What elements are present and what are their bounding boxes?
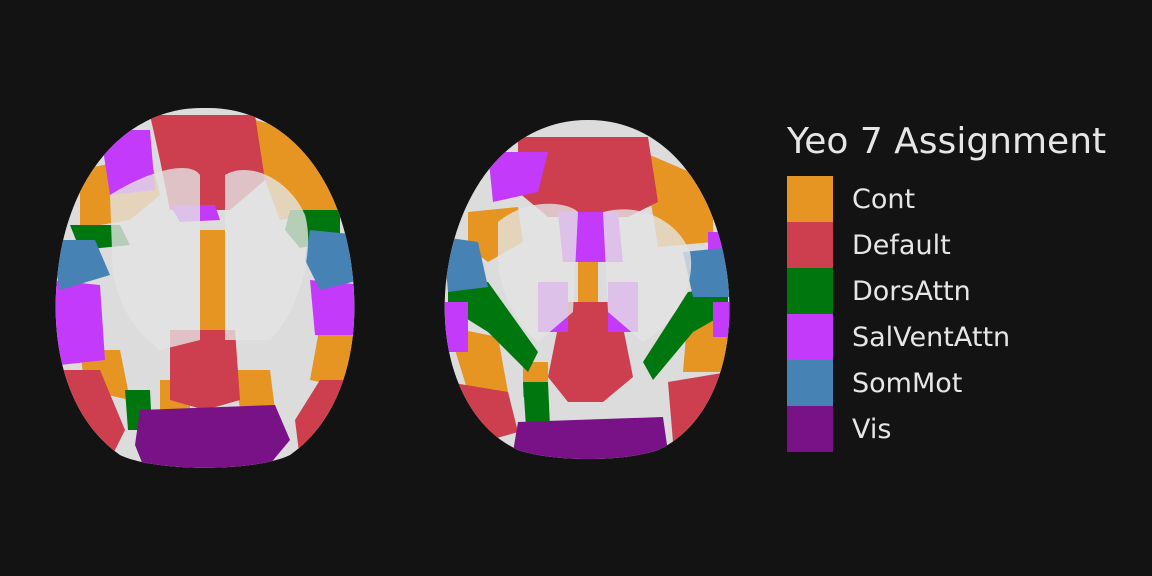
- region-salventattn: [444, 152, 730, 352]
- legend-swatch: [787, 360, 833, 406]
- legend-swatch: [787, 314, 833, 360]
- legend-swatch: [787, 406, 833, 452]
- legend-item-default: Default: [787, 222, 1106, 268]
- legend: Yeo 7 Assignment Cont Default DorsAttn S…: [787, 120, 1106, 452]
- legend-label: DorsAttn: [852, 275, 971, 307]
- legend-item-salventattn: SalVentAttn: [787, 314, 1106, 360]
- region-sommot: [444, 237, 730, 297]
- legend-label: Cont: [852, 183, 916, 215]
- legend-label: Vis: [852, 413, 892, 445]
- brain-slice-right: [444, 120, 730, 459]
- region-vis: [513, 417, 668, 459]
- white-matter-core-left: [110, 167, 200, 350]
- legend-item-vis: Vis: [787, 406, 1106, 452]
- white-matter-core-right: [225, 169, 309, 340]
- legend-title: Yeo 7 Assignment: [787, 121, 1107, 162]
- legend-item-sommot: SomMot: [787, 360, 1106, 406]
- legend-label: Default: [852, 229, 951, 261]
- region-sommot: [55, 230, 355, 290]
- brain-slice-left: [55, 107, 355, 468]
- legend-item-dorsattn: DorsAttn: [787, 268, 1106, 314]
- legend-swatch: [787, 176, 833, 222]
- legend-item-cont: Cont: [787, 176, 1106, 222]
- region-cont: [448, 152, 730, 397]
- legend-swatch: [787, 268, 833, 314]
- region-vis: [135, 405, 290, 468]
- region-default: [448, 137, 728, 442]
- white-matter-core-left: [497, 203, 578, 342]
- legend-swatch: [787, 222, 833, 268]
- legend-label: SomMot: [852, 367, 963, 399]
- white-matter-core-right: [603, 209, 692, 342]
- legend-label: SalVentAttn: [852, 321, 1011, 353]
